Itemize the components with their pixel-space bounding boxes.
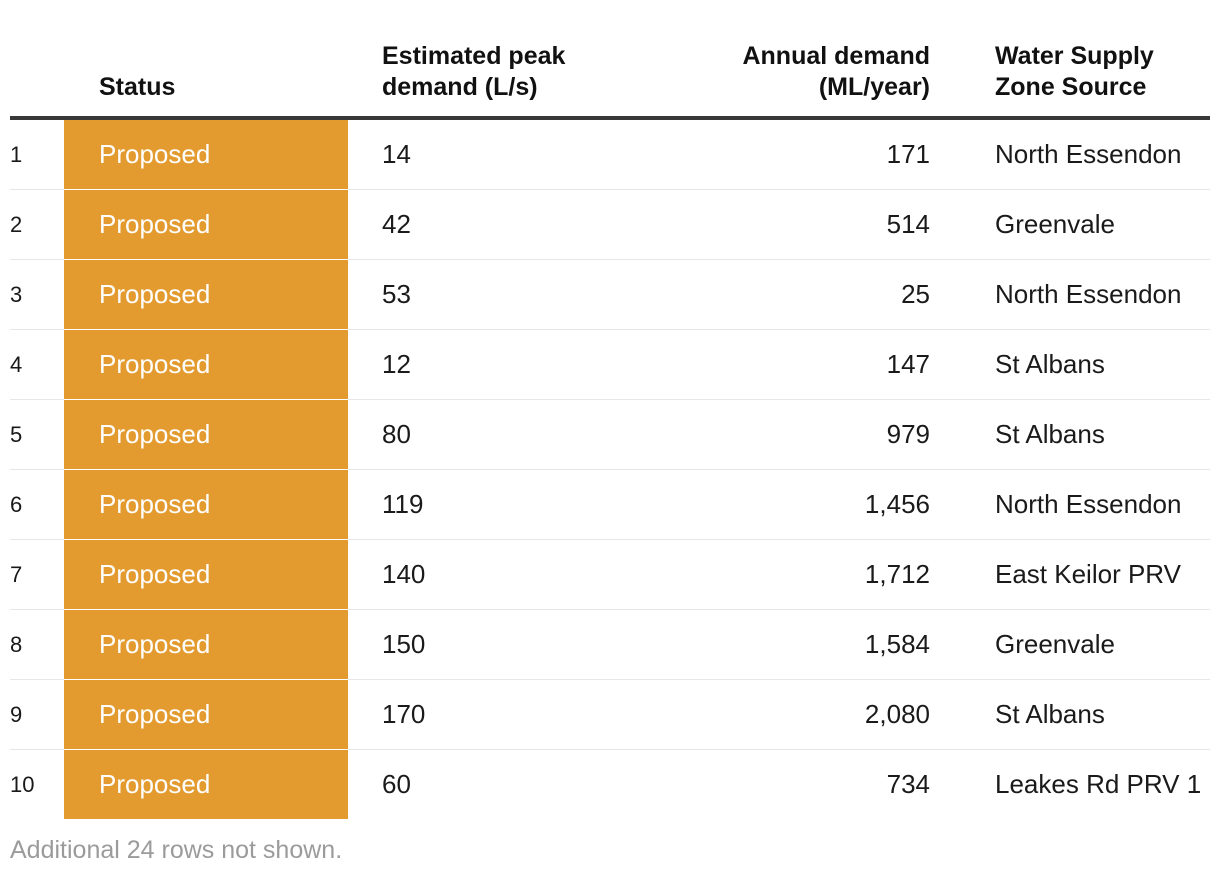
row-number: 3 [10, 259, 64, 330]
zone-source-cell: Leakes Rd PRV 1 [995, 769, 1202, 799]
annual-demand-cell: 514 [640, 189, 965, 260]
status-cell: Proposed [64, 259, 348, 330]
zone-source-cell: St Albans [965, 329, 1210, 400]
table-row: 2 Proposed 42 514 Greenvale [10, 189, 1210, 260]
table-row: 4 Proposed 12 147 St Albans [10, 329, 1210, 400]
table-row: 5 Proposed 80 979 St Albans [10, 399, 1210, 470]
annual-demand-cell: 734 [886, 769, 930, 799]
table-row: 7 Proposed 140 1,712 East Keilor PRV [10, 539, 1210, 610]
row-number: 4 [10, 329, 64, 400]
annual-demand-cell: 1,456 [640, 469, 965, 540]
col-header-status: Status [64, 0, 348, 120]
zone-source-cell: St Albans [965, 679, 1210, 750]
status-cell: Proposed [64, 679, 348, 750]
row-number: 9 [10, 679, 64, 750]
row-number: 10 [10, 771, 35, 797]
annual-demand-cell: 1,712 [640, 539, 965, 610]
table-row: 6 Proposed 119 1,456 North Essendon [10, 469, 1210, 540]
zone-source-cell: North Essendon [965, 469, 1210, 540]
peak-demand-cell: 12 [348, 329, 640, 400]
annual-demand-cell: 1,584 [640, 609, 965, 680]
zone-source-cell: Greenvale [965, 609, 1210, 680]
water-demand-table: Status Estimated peak demand (L/s) Annua… [10, 0, 1210, 819]
row-number: 1 [10, 118, 64, 190]
annual-demand-cell: 147 [640, 329, 965, 400]
zone-source-cell: St Albans [965, 399, 1210, 470]
col-header-peak-demand: Estimated peak demand (L/s) [348, 0, 640, 120]
peak-demand-cell: 150 [348, 609, 640, 680]
table-body: 1 Proposed 14 171 North Essendon 2 Propo… [10, 118, 1210, 819]
status-cell: Proposed [64, 609, 348, 680]
peak-demand-cell: 119 [348, 469, 640, 540]
col-header-index [10, 0, 64, 120]
annual-demand-cell: 979 [640, 399, 965, 470]
row-number: 8 [10, 609, 64, 680]
row-number: 6 [10, 469, 64, 540]
table-row: 3 Proposed 53 25 North Essendon [10, 259, 1210, 330]
annual-demand-cell: 2,080 [640, 679, 965, 750]
annual-demand-cell: 25 [640, 259, 965, 330]
zone-source-cell: Greenvale [965, 189, 1210, 260]
annual-demand-cell: 171 [640, 118, 965, 190]
status-cell: Proposed [64, 469, 348, 540]
status-cell: Proposed [64, 118, 348, 190]
peak-demand-cell: 170 [348, 679, 640, 750]
table-row: 8 Proposed 150 1,584 Greenvale [10, 609, 1210, 680]
zone-source-cell: East Keilor PRV [965, 539, 1210, 610]
col-header-zone-source: Water Supply Zone Source [965, 0, 1210, 120]
peak-demand-cell: 140 [348, 539, 640, 610]
header-row: Status Estimated peak demand (L/s) Annua… [10, 0, 1210, 120]
peak-demand-cell: 14 [348, 118, 640, 190]
col-header-annual-demand: Annual demand (ML/year) [640, 0, 965, 120]
table-row: 9 Proposed 170 2,080 St Albans [10, 679, 1210, 750]
zone-source-cell: North Essendon [965, 259, 1210, 330]
table-row: 1 Proposed 14 171 North Essendon [10, 118, 1210, 190]
row-number: 5 [10, 399, 64, 470]
peak-demand-cell: 42 [348, 189, 640, 260]
status-cell: Proposed [64, 329, 348, 400]
status-cell: Proposed [64, 749, 348, 819]
row-number: 7 [10, 539, 64, 610]
table-header: Status Estimated peak demand (L/s) Annua… [10, 0, 1210, 120]
table-row: 10 Proposed 60 734 Leakes Rd PRV 1 [10, 749, 1210, 819]
additional-rows-note: Additional 24 rows not shown. [10, 836, 343, 864]
peak-demand-cell: 80 [348, 399, 640, 470]
zone-source-cell: North Essendon [965, 118, 1210, 190]
status-cell: Proposed [64, 539, 348, 610]
peak-demand-cell: 53 [348, 259, 640, 330]
row-number: 2 [10, 189, 64, 260]
peak-demand-cell: 60 [382, 769, 411, 799]
status-cell: Proposed [64, 189, 348, 260]
status-cell: Proposed [64, 399, 348, 470]
